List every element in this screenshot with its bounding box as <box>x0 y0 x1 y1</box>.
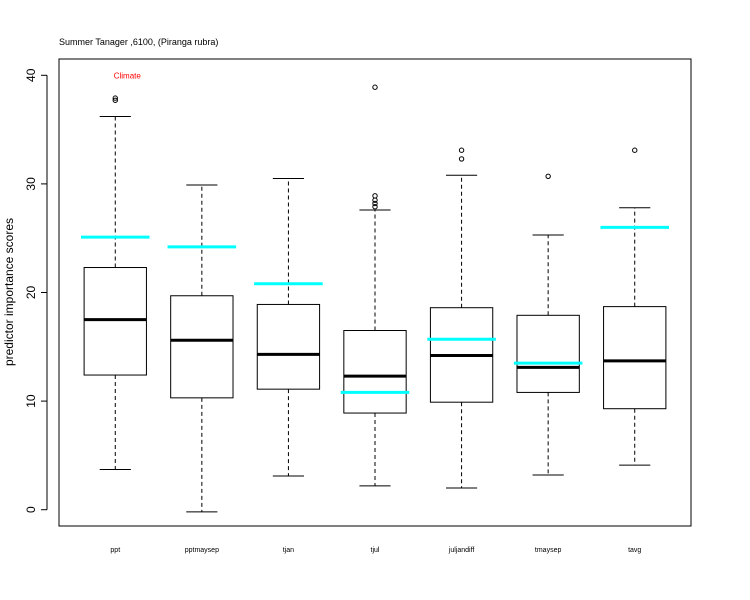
box-ppt: ppt <box>80 95 150 554</box>
box-tjul: tjul <box>340 84 410 554</box>
y-tick-label: 30 <box>24 177 38 191</box>
x-tick-label: pptmaysep <box>185 547 219 554</box>
box-juljandiff: juljandiff <box>427 147 496 554</box>
x-tick-label: ppt <box>110 547 120 554</box>
outlier-point <box>112 97 118 103</box>
outlier-point <box>458 147 465 153</box>
x-tick-label: juljandiff <box>448 547 475 554</box>
y-tick-label: 10 <box>24 394 38 408</box>
x-tick-label: tjan <box>283 547 294 554</box>
boxplot-series: ppt pptmaysep tjan tjul juljandiff tmaysep tav… <box>80 84 670 554</box>
outlier-point <box>372 193 378 199</box>
outlier-point <box>545 173 551 179</box>
y-tick-label: 20 <box>24 286 38 300</box>
y-axis: 0 10 20 30 40 <box>24 68 48 513</box>
iqr-box <box>343 330 407 414</box>
box-tjan: tjan <box>254 177 323 554</box>
x-tick-label: tavg <box>628 547 641 554</box>
outlier-point <box>458 156 465 162</box>
iqr-box <box>603 306 667 410</box>
chart-title: Summer Tanager ,6100, (Piranga rubra) <box>59 37 218 47</box>
y-tick-label: 0 <box>24 506 38 513</box>
iqr-box <box>83 267 147 376</box>
iqr-box <box>170 295 234 399</box>
iqr-box <box>256 303 321 390</box>
outlier-point <box>372 204 378 210</box>
iqr-box <box>516 314 580 393</box>
outlier-point <box>112 95 118 101</box>
box-tmaysep: tmaysep <box>513 173 583 554</box>
climate-annotation: Climate <box>114 71 142 80</box>
outlier-point <box>372 84 378 90</box>
outlier-point <box>632 147 638 153</box>
x-tick-label: tmaysep <box>535 547 562 554</box>
outlier-point <box>372 200 378 207</box>
y-axis-label: predictor importance scores <box>2 218 16 366</box>
plot-frame <box>58 58 692 527</box>
box-tavg: tavg <box>600 147 670 554</box>
y-tick-label: 40 <box>24 68 38 82</box>
x-tick-label: tjul <box>371 547 380 554</box>
box-pptmaysep: pptmaysep <box>167 184 237 554</box>
